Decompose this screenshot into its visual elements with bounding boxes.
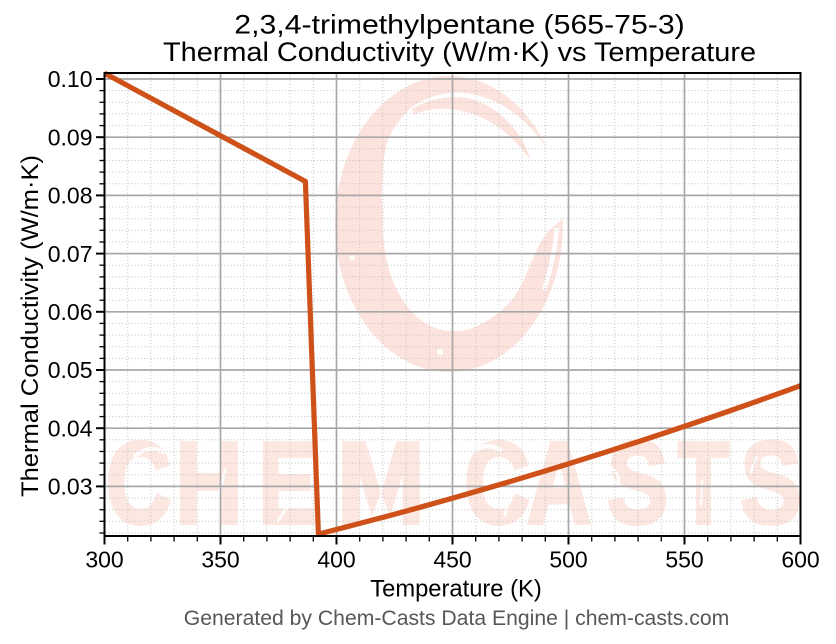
svg-text:S: S xyxy=(607,419,668,549)
svg-text:H: H xyxy=(175,419,242,548)
svg-text:A: A xyxy=(527,418,592,548)
svg-text:400: 400 xyxy=(317,547,355,573)
svg-text:450: 450 xyxy=(433,547,471,573)
svg-text:0.09: 0.09 xyxy=(48,124,93,150)
svg-text:T: T xyxy=(678,420,729,549)
svg-text:0.04: 0.04 xyxy=(48,415,93,441)
svg-text:E: E xyxy=(258,418,316,548)
svg-text:Thermal Conductivity (W/m·K) v: Thermal Conductivity (W/m·K) vs Temperat… xyxy=(163,37,756,67)
svg-text:S: S xyxy=(740,419,801,549)
svg-text:Thermal Conductivity (W/m·K): Thermal Conductivity (W/m·K) xyxy=(17,155,44,497)
svg-text:350: 350 xyxy=(201,547,239,573)
svg-text:0.03: 0.03 xyxy=(48,474,93,500)
svg-text:500: 500 xyxy=(549,547,587,573)
svg-text:0.06: 0.06 xyxy=(48,299,93,325)
svg-text:0.10: 0.10 xyxy=(48,66,93,92)
svg-text:600: 600 xyxy=(781,547,819,573)
svg-text:300: 300 xyxy=(85,547,123,573)
svg-text:0.07: 0.07 xyxy=(48,241,93,267)
svg-text:0.08: 0.08 xyxy=(48,183,93,209)
svg-text:550: 550 xyxy=(665,547,703,573)
svg-text:Temperature (K): Temperature (K) xyxy=(370,576,542,603)
svg-text:Generated by Chem-Casts Data E: Generated by Chem-Casts Data Engine | ch… xyxy=(184,607,730,630)
svg-text:C: C xyxy=(106,419,171,548)
svg-text:2,3,4-trimethylpentane (565-75: 2,3,4-trimethylpentane (565-75-3) xyxy=(234,10,685,40)
svg-text:0.05: 0.05 xyxy=(48,357,93,383)
